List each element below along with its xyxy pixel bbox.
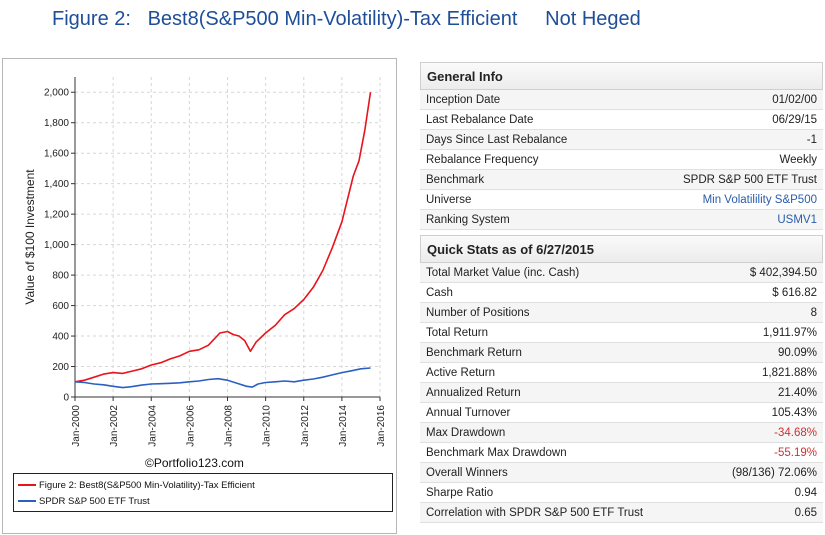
row-label: Inception Date [426,94,501,106]
x-tick-label: Jan-2016 [376,405,387,447]
info-row: Rebalance Frequency Weekly [420,150,823,170]
row-label: Days Since Last Rebalance [426,134,568,146]
x-tick-label: Jan-2006 [185,405,196,447]
general-info-header: General Info [420,62,823,90]
stats-row: Annual Turnover 105.43% [420,403,823,423]
stats-row: Overall Winners (98/136) 72.06% [420,463,823,483]
legend-swatch-benchmark [18,500,36,502]
y-tick-label: 200 [52,362,69,373]
info-row: Universe Min Volatilility S&P500 [420,190,823,210]
x-tick-label: Jan-2014 [338,405,349,447]
stats-row: Number of Positions 8 [420,303,823,323]
row-label: Active Return [426,367,496,379]
portfolio-series-line [74,92,372,383]
row-label: Rebalance Frequency [426,154,539,166]
y-tick-label: 1,800 [44,118,69,129]
copyright-text: ©Portfolio123.com [145,456,244,470]
row-value: 1,821.88% [762,367,817,379]
quick-stats-table: Total Market Value (inc. Cash) $ 402,394.… [420,263,823,523]
stats-row: Annualized Return 21.40% [420,383,823,403]
line-chart: 0 200 400 600 800 1,000 1,200 1,400 1,600 1,800 2,… [23,77,387,447]
stats-row: Total Return 1,911.97% [420,323,823,343]
ranking-system-link[interactable]: USMV1 [777,214,817,226]
row-label: Ranking System [426,214,510,226]
stats-row: Benchmark Return 90.09% [420,343,823,363]
legend-item-benchmark: SPDR S&P 500 ETF Trust [18,494,150,508]
row-label: Cash [426,287,453,299]
stats-row: Cash $ 616.82 [420,283,823,303]
legend-item-portfolio: Figure 2: Best8(S&P500 Min-Volatility)-T… [18,478,255,492]
row-value-negative: -55.19% [774,447,817,459]
row-label: Total Return [426,327,489,339]
info-row: Benchmark SPDR S&P 500 ETF Trust [420,170,823,190]
legend-swatch-portfolio [18,484,36,486]
y-tick-label: 400 [52,332,69,343]
x-tick-label: Jan-2002 [109,405,120,447]
y-tick-label: 2,000 [44,88,69,99]
row-label: Benchmark [426,174,485,186]
info-row: Last Rebalance Date 06/29/15 [420,110,823,130]
row-label: Last Rebalance Date [426,114,534,126]
benchmark-series-line [74,367,371,389]
row-value: $ 402,394.50 [749,267,817,279]
quick-stats-header: Quick Stats as of 6/27/2015 [420,235,823,263]
row-value: 01/02/00 [772,94,817,106]
row-label: Benchmark Return [426,347,522,359]
x-tick-label: Jan-2008 [224,405,235,447]
info-row: Days Since Last Rebalance -1 [420,130,823,150]
general-info-table: Inception Date 01/02/00 Last Rebalance Da… [420,90,823,230]
x-tick-label: Jan-2004 [147,405,158,447]
row-value: SPDR S&P 500 ETF Trust [682,174,817,186]
row-value: 105.43% [771,407,817,419]
info-panel: General Info Inception Date 01/02/00 Last… [420,62,823,523]
row-label: Annual Turnover [426,407,511,419]
info-row: Ranking System USMV1 [420,210,823,230]
row-label: Max Drawdown [426,427,506,439]
row-label: Overall Winners [426,467,508,479]
x-tick-label: Jan-2010 [262,405,273,447]
row-value: 0.94 [794,487,817,499]
row-value: Weekly [779,154,818,166]
info-row: Inception Date 01/02/00 [420,90,823,110]
row-value: (98/136) 72.06% [731,467,817,479]
row-label: Sharpe Ratio [426,487,494,499]
y-tick-label: 1,200 [44,210,69,221]
chart-panel: 0 200 400 600 800 1,000 1,200 1,400 1,600 1,800 2,… [2,58,397,534]
y-axis-label: Value of $100 Investment [23,169,37,305]
stats-row: Max Drawdown -34.68% [420,423,823,443]
row-label: Annualized Return [426,387,521,399]
row-label: Correlation with SPDR S&P 500 ETF Trust [426,507,644,519]
stats-row: Correlation with SPDR S&P 500 ETF Trust 0… [420,503,823,523]
row-value: -1 [806,134,817,146]
row-value: 8 [810,307,817,319]
y-tick-label: 600 [52,301,69,312]
row-value: 21.40% [777,387,817,399]
y-tick-label: 1,600 [44,149,69,160]
legend-label-portfolio: Figure 2: Best8(S&P500 Min-Volatility)-T… [39,479,255,491]
row-value: 06/29/15 [772,114,817,126]
stats-row: Benchmark Max Drawdown -55.19% [420,443,823,463]
row-value: 0.65 [794,507,817,519]
row-value-negative: -34.68% [774,427,817,439]
row-label: Total Market Value (inc. Cash) [426,267,580,279]
figure-title: Figure 2: Best8(S&P500 Min-Volatility)-T… [52,8,641,30]
row-value: $ 616.82 [772,287,817,299]
row-label: Benchmark Max Drawdown [426,447,567,459]
row-value: 1,911.97% [762,327,817,339]
stats-row: Active Return 1,821.88% [420,363,823,383]
row-label: Number of Positions [426,307,530,319]
y-tick-label: 0 [63,393,69,404]
legend-label-benchmark: SPDR S&P 500 ETF Trust [39,495,150,507]
row-value: 90.09% [777,347,817,359]
x-tick-label: Jan-2012 [300,405,311,447]
x-tick-label: Jan-2000 [71,405,82,447]
stats-row: Total Market Value (inc. Cash) $ 402,394.… [420,263,823,283]
y-tick-label: 800 [52,271,69,282]
y-tick-label: 1,400 [44,179,69,190]
stats-row: Sharpe Ratio 0.94 [420,483,823,503]
universe-link[interactable]: Min Volatilility S&P500 [702,194,817,206]
chart-legend: Figure 2: Best8(S&P500 Min-Volatility)-T… [13,473,393,512]
row-label: Universe [426,194,472,206]
y-tick-label: 1,000 [44,240,69,251]
